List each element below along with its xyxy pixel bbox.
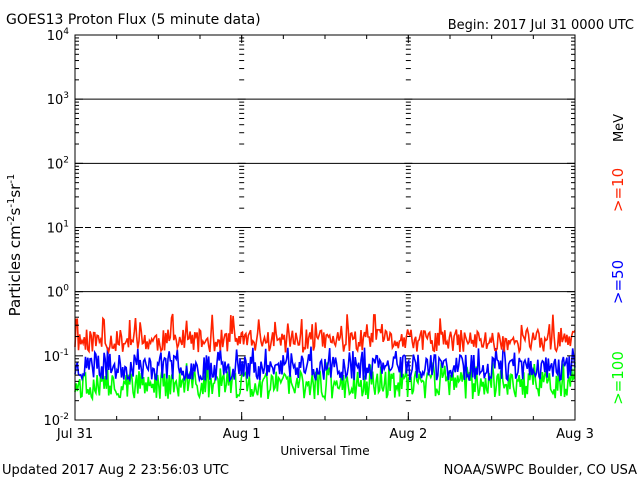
plot-area: 10-2 10-1 100 101 102 103 104 Jul 31 Aug 1 Aug 2 A… [6, 27, 627, 442]
y-tick-label: 101 [47, 220, 69, 237]
x-tick-label: Jul 31 [56, 427, 93, 442]
y-tick-label: 104 [47, 27, 70, 44]
legend-entry: >=100 [609, 351, 627, 405]
x-tick-label: Aug 1 [223, 427, 261, 442]
x-axis-label: Universal Time [280, 444, 369, 458]
updated-timestamp: Updated 2017 Aug 2 23:56:03 UTC [2, 463, 229, 478]
y-tick-label: 100 [47, 284, 70, 301]
y-tick-label: 103 [47, 91, 69, 108]
y-axis-label: Particles cm-2s-1sr-1 [6, 174, 24, 317]
credit-label: NOAA/SWPC Boulder, CO USA [444, 463, 637, 478]
x-tick-label: Aug 3 [556, 427, 594, 442]
y-tick-label: 10-1 [43, 348, 69, 365]
y-tick-label: 10-2 [43, 412, 69, 429]
series-line [74, 313, 576, 355]
chart-title: GOES13 Proton Flux (5 minute data) [6, 12, 261, 28]
series-line [74, 362, 576, 402]
x-tick-label: Aug 2 [389, 427, 427, 442]
series-line [74, 346, 576, 383]
y-tick-label: 102 [47, 155, 69, 172]
legend-entry: >=10 [609, 168, 627, 212]
legend-entry: >=50 [609, 260, 627, 304]
begin-date: Begin: 2017 Jul 31 0000 UTC [448, 18, 634, 33]
legend-unit: MeV [612, 114, 627, 142]
